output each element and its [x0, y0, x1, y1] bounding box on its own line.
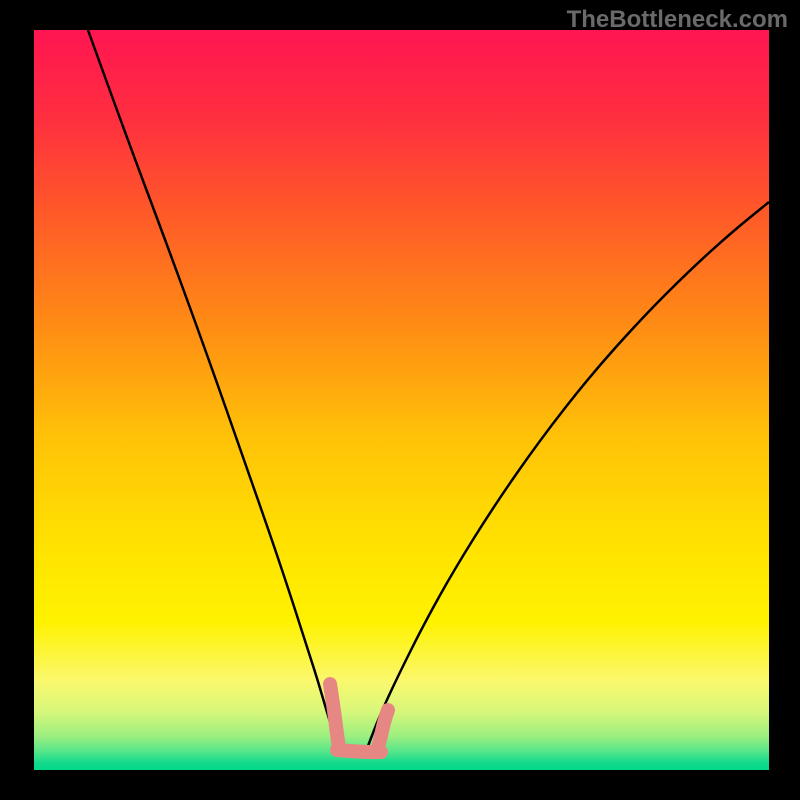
watermark-text: TheBottleneck.com — [567, 6, 788, 34]
plot-area — [34, 30, 769, 770]
chart-canvas — [0, 0, 800, 800]
gradient-background — [34, 30, 769, 770]
highlight-segment — [330, 684, 339, 748]
chart-root: TheBottleneck.com — [0, 0, 800, 800]
